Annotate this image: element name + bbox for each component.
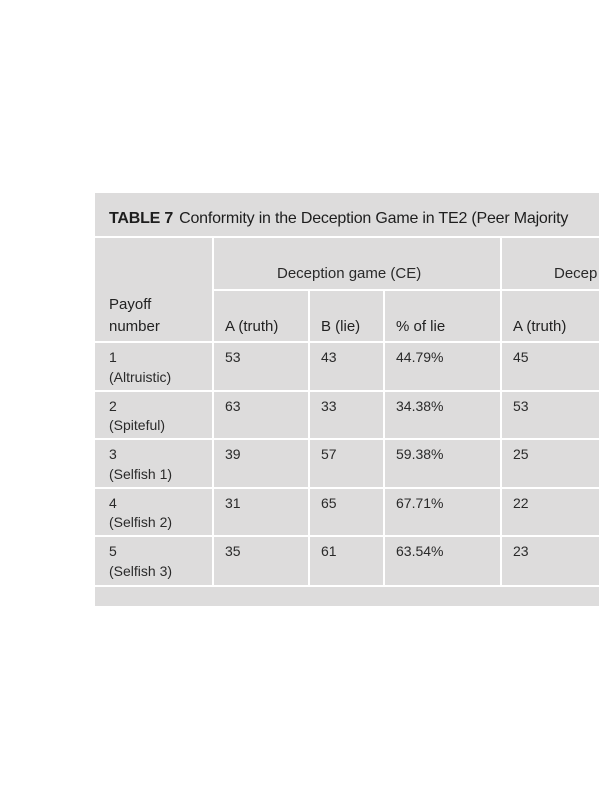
table-panel: TABLE 7 Conformity in the Deception Game … (95, 193, 599, 606)
col-header-pct-lie: % of lie (396, 318, 446, 335)
col-divider-2 (308, 290, 310, 585)
row1-a2: 45 (513, 349, 529, 365)
col-header-a-truth: A (truth) (225, 318, 279, 335)
row1-b: 43 (321, 349, 337, 365)
row2-b: 33 (321, 398, 337, 414)
row-rule-1 (95, 390, 599, 392)
row1-a: 53 (225, 349, 241, 365)
row1-name: (Altruistic) (109, 369, 172, 385)
group-header-rule (214, 289, 599, 291)
group-header-second: Decep (554, 265, 598, 282)
row5-pct: 63.54% (396, 543, 444, 559)
col-header-b-lie: B (lie) (321, 318, 361, 335)
col-header-a-truth-2: A (truth) (513, 318, 567, 335)
row3-b: 57 (321, 446, 337, 462)
group-header-ce: Deception game (CE) (277, 265, 422, 282)
row-rule-3 (95, 487, 599, 489)
row3-pct: 59.38% (396, 446, 444, 462)
row5-a2: 23 (513, 543, 529, 559)
row4-a2: 22 (513, 495, 529, 511)
row5-b: 61 (321, 543, 337, 559)
header-rule (95, 341, 599, 343)
row2-a2: 53 (513, 398, 529, 414)
table-caption: TABLE 7 Conformity in the Deception Game … (109, 210, 568, 228)
row2-a: 63 (225, 398, 241, 414)
row5-num: 5 (109, 543, 117, 559)
row3-name: (Selfish 1) (109, 466, 173, 482)
row3-a2: 25 (513, 446, 529, 462)
row5-name: (Selfish 3) (109, 563, 173, 579)
row5-a: 35 (225, 543, 241, 559)
row4-a: 31 (225, 495, 241, 511)
table-title: Conformity in the Deception Game in TE2 … (179, 210, 569, 227)
row2-pct: 34.38% (396, 398, 444, 414)
top-rule (95, 236, 599, 238)
row4-b: 65 (321, 495, 337, 511)
col-divider-4 (500, 238, 502, 585)
row4-pct: 67.71% (396, 495, 444, 511)
row4-num: 4 (109, 495, 117, 511)
row3-a: 39 (225, 446, 241, 462)
row-header-line2: number (109, 318, 160, 335)
row-rule-4 (95, 535, 599, 537)
row4-name: (Selfish 2) (109, 514, 173, 530)
col-divider-3 (383, 290, 385, 585)
row1-pct: 44.79% (396, 349, 444, 365)
col-divider-1 (212, 238, 214, 585)
row2-name: (Spiteful) (109, 417, 166, 433)
row-rule-2 (95, 438, 599, 440)
row1-num: 1 (109, 349, 117, 365)
bottom-rule (95, 585, 599, 587)
row-header-line1: Payoff (109, 296, 152, 313)
table-label: TABLE 7 (109, 210, 174, 227)
row2-num: 2 (109, 398, 117, 414)
row3-num: 3 (109, 446, 117, 462)
